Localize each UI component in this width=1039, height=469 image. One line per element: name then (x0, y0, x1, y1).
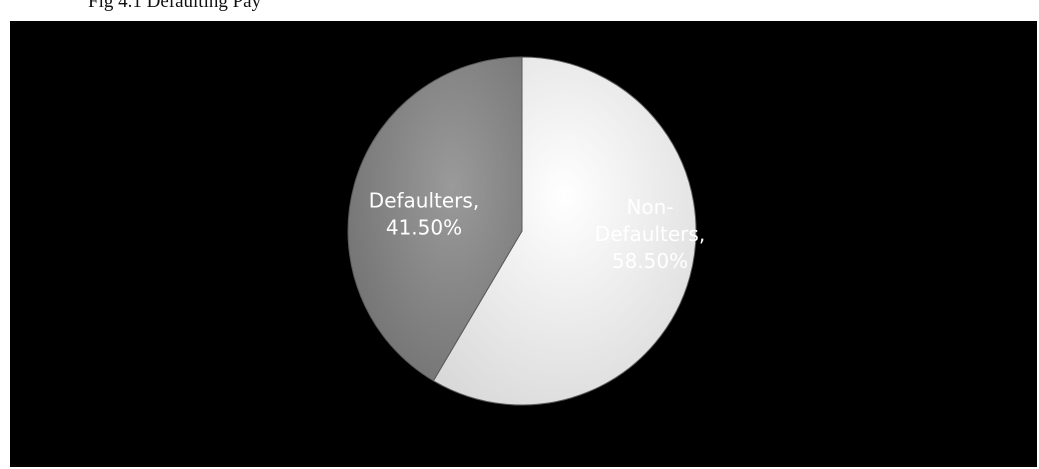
pie-chart: Non-Defaulters, 58.50% Defaulters, 41.50% (347, 56, 705, 406)
data-label-defaulters: Defaulters, 41.50% (369, 189, 479, 240)
pie-labels: Non-Defaulters, 58.50% Defaulters, 41.50% (369, 189, 705, 274)
data-label-non-defaulters: Non-Defaulters, 58.50% (595, 195, 705, 273)
figure-caption-strip: Fig 4.1 Defaulting Pay (0, 0, 1039, 21)
pie-slice-defaulters (347, 56, 523, 382)
pie-slice-non-defaulters (432, 56, 697, 406)
pie-slices (347, 56, 697, 406)
figure-caption: Fig 4.1 Defaulting Pay (88, 0, 262, 12)
chart-area: Non-Defaulters, 58.50% Defaulters, 41.50% (10, 21, 1037, 467)
